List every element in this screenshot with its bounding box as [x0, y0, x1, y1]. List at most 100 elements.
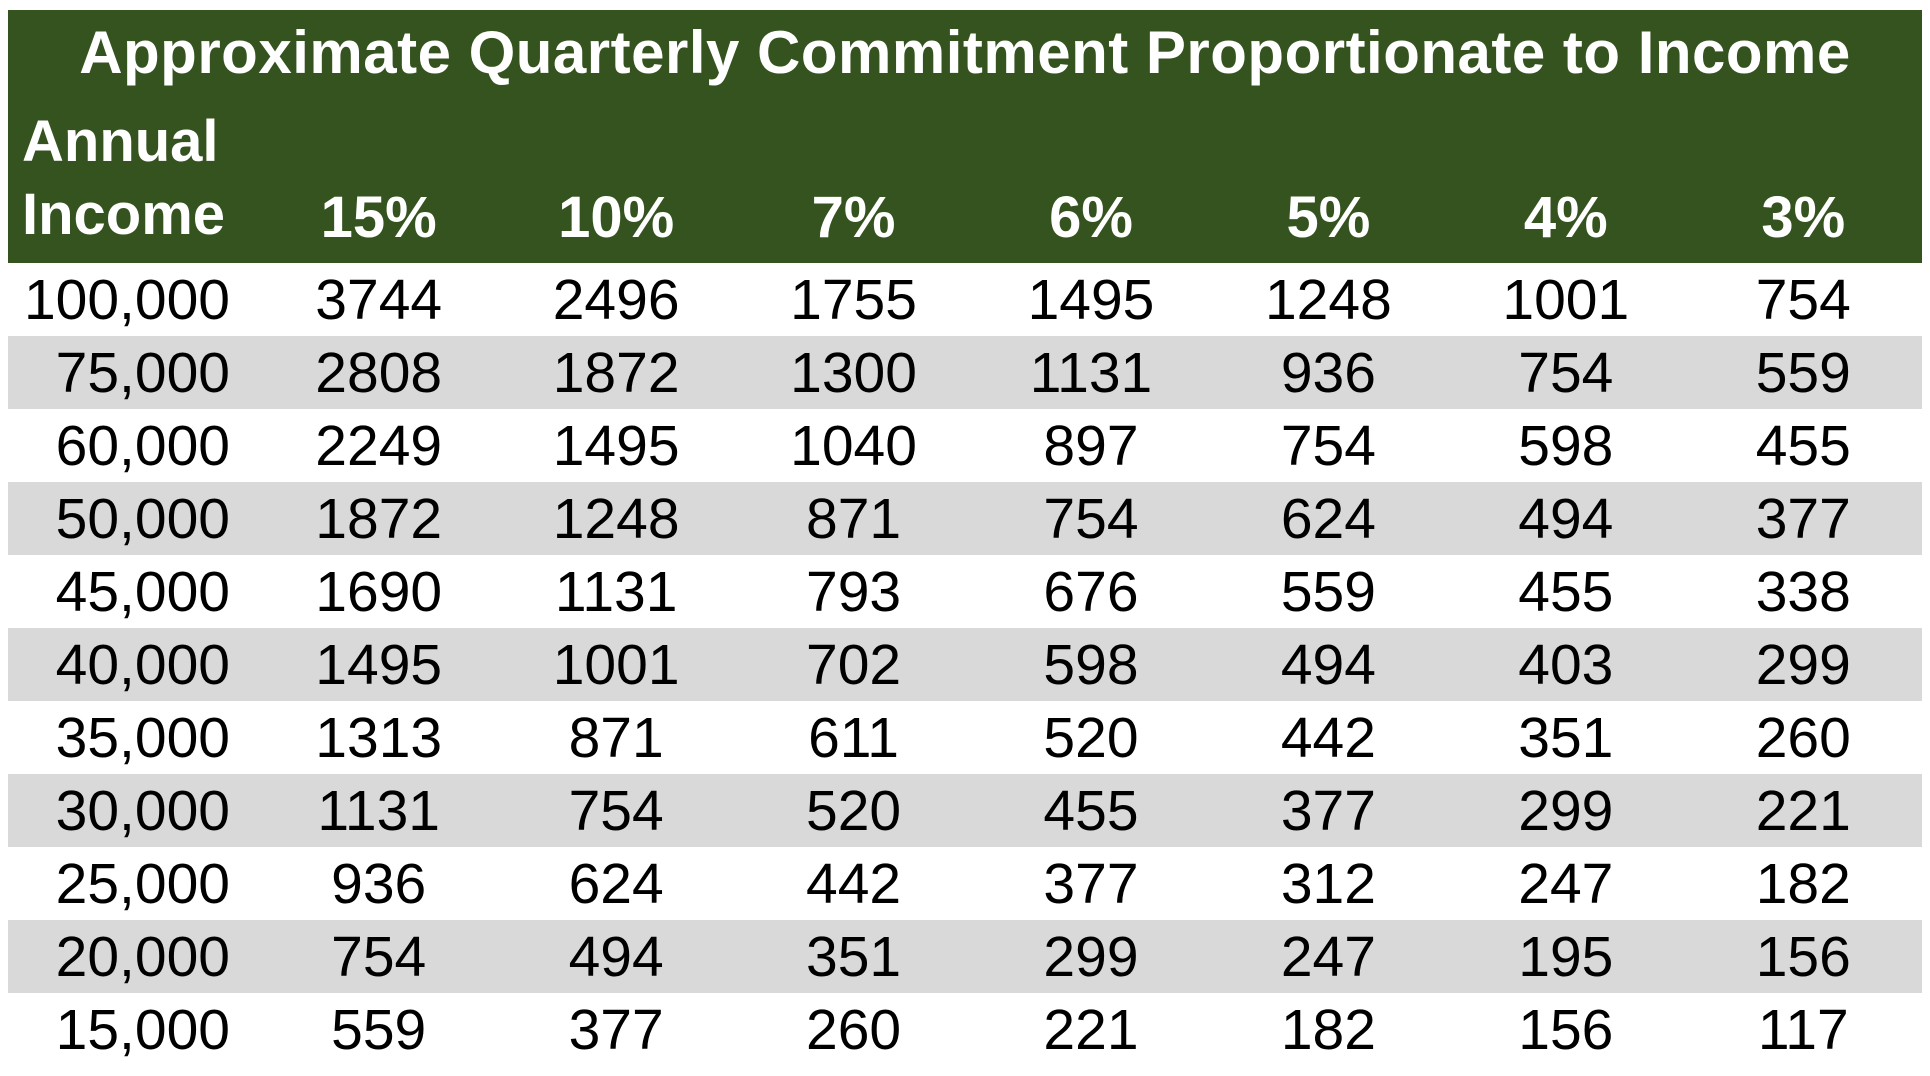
value-cell: 351	[1518, 705, 1614, 770]
value-cell: 1495	[315, 632, 443, 697]
value-cell: 247	[1280, 924, 1376, 989]
table-row: 15,000 559 377 260 221 182 156 117	[8, 993, 1922, 1066]
value-cell: 559	[1280, 559, 1376, 624]
table-row: 75,000 2808 1872 1300 1131 936 754 559	[8, 336, 1922, 409]
table-row: 100,000 3744 2496 1755 1495 1248 1001 754	[8, 263, 1922, 336]
value-cell: 936	[331, 851, 427, 916]
table-row: 60,000 2249 1495 1040 897 754 598 455	[8, 409, 1922, 482]
value-cell: 377	[1280, 778, 1376, 843]
table-body: 100,000 3744 2496 1755 1495 1248 1001 754 75,000…	[8, 263, 1922, 1066]
value-cell: 676	[1043, 559, 1139, 624]
income-cell: 75,000	[55, 340, 230, 405]
value-cell: 624	[1280, 486, 1376, 551]
income-cell: 30,000	[55, 778, 230, 843]
value-cell: 936	[1280, 340, 1376, 405]
value-cell: 156	[1755, 924, 1851, 989]
value-cell: 520	[806, 778, 902, 843]
value-cell: 182	[1280, 997, 1376, 1062]
column-header-annual-income: Annual Income	[8, 95, 260, 263]
value-cell: 871	[568, 705, 664, 770]
table-row: 25,000 936 624 442 377 312 247 182	[8, 847, 1922, 920]
table-title: Approximate Quarterly Commitment Proport…	[8, 10, 1922, 95]
annual-income-label-line1: Annual	[22, 108, 219, 174]
value-cell: 377	[568, 997, 664, 1062]
income-cell: 15,000	[55, 997, 230, 1062]
income-cell: 25,000	[55, 851, 230, 916]
table-row: 20,000 754 494 351 299 247 195 156	[8, 920, 1922, 993]
column-header-4pct: 4%	[1447, 95, 1685, 263]
value-cell: 221	[1043, 997, 1139, 1062]
value-cell: 1313	[315, 705, 443, 770]
value-cell: 260	[806, 997, 902, 1062]
commitment-table: Approximate Quarterly Commitment Proport…	[8, 10, 1922, 1066]
value-cell: 559	[1755, 340, 1851, 405]
column-header-3pct: 3%	[1684, 95, 1922, 263]
value-cell: 221	[1755, 778, 1851, 843]
value-cell: 260	[1755, 705, 1851, 770]
value-cell: 1495	[552, 413, 680, 478]
value-cell: 2808	[315, 340, 443, 405]
value-cell: 442	[806, 851, 902, 916]
value-cell: 702	[806, 632, 902, 697]
value-cell: 754	[1280, 413, 1376, 478]
value-cell: 598	[1518, 413, 1614, 478]
value-cell: 442	[1280, 705, 1376, 770]
value-cell: 754	[1043, 486, 1139, 551]
value-cell: 754	[331, 924, 427, 989]
value-cell: 1131	[1029, 340, 1153, 405]
income-cell: 45,000	[55, 559, 230, 624]
value-cell: 598	[1043, 632, 1139, 697]
column-header-row: Annual Income 15% 10% 7% 6% 5% 4% 3%	[8, 95, 1922, 263]
income-cell: 20,000	[55, 924, 230, 989]
value-cell: 299	[1518, 778, 1614, 843]
value-cell: 754	[1755, 267, 1851, 332]
value-cell: 1131	[317, 778, 440, 843]
value-cell: 520	[1043, 705, 1139, 770]
value-cell: 494	[568, 924, 664, 989]
value-cell: 624	[568, 851, 664, 916]
value-cell: 312	[1280, 851, 1376, 916]
value-cell: 195	[1518, 924, 1614, 989]
value-cell: 1001	[1502, 267, 1630, 332]
value-cell: 871	[806, 486, 902, 551]
value-cell: 1690	[315, 559, 443, 624]
table-row: 30,000 1131 754 520 455 377 299 221	[8, 774, 1922, 847]
value-cell: 299	[1755, 632, 1851, 697]
column-header-7pct: 7%	[734, 95, 973, 263]
value-cell: 1300	[790, 340, 917, 405]
value-cell: 2496	[552, 267, 680, 332]
value-cell: 156	[1518, 997, 1614, 1062]
column-header-10pct: 10%	[497, 95, 735, 263]
value-cell: 611	[808, 705, 899, 770]
value-cell: 455	[1043, 778, 1139, 843]
value-cell: 754	[568, 778, 664, 843]
column-header-5pct: 5%	[1209, 95, 1448, 263]
column-header-15pct: 15%	[260, 95, 498, 263]
value-cell: 117	[1757, 997, 1849, 1062]
value-cell: 793	[806, 559, 902, 624]
income-cell: 100,000	[23, 267, 230, 332]
table-row: 50,000 1872 1248 871 754 624 494 377	[8, 482, 1922, 555]
value-cell: 338	[1755, 559, 1851, 624]
value-cell: 1872	[315, 486, 443, 551]
income-cell: 40,000	[55, 632, 230, 697]
income-cell: 50,000	[55, 486, 230, 551]
value-cell: 2249	[315, 413, 443, 478]
title-row: Approximate Quarterly Commitment Proport…	[8, 10, 1922, 95]
value-cell: 403	[1518, 632, 1614, 697]
value-cell: 1248	[1264, 267, 1392, 332]
table-row: 40,000 1495 1001 702 598 494 403 299	[8, 628, 1922, 701]
value-cell: 559	[331, 997, 427, 1062]
value-cell: 1131	[554, 559, 678, 624]
value-cell: 1040	[790, 413, 917, 478]
value-cell: 494	[1280, 632, 1376, 697]
annual-income-label-line2: Income	[22, 181, 226, 247]
table-row: 45,000 1690 1131 793 676 559 455 338	[8, 555, 1922, 628]
value-cell: 494	[1518, 486, 1614, 551]
value-cell: 1495	[1027, 267, 1155, 332]
value-cell: 1248	[552, 486, 680, 551]
value-cell: 1001	[552, 632, 680, 697]
column-header-6pct: 6%	[972, 95, 1210, 263]
value-cell: 377	[1043, 851, 1139, 916]
